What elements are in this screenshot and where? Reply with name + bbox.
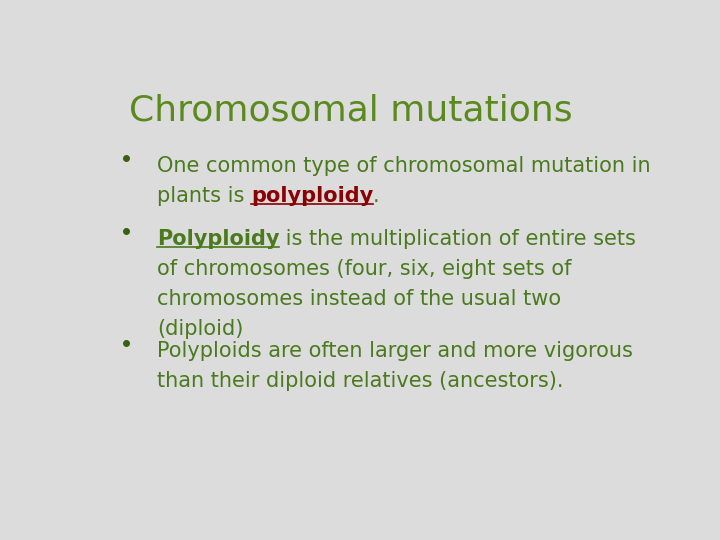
Text: One common type of chromosomal mutation in: One common type of chromosomal mutation …	[157, 156, 651, 176]
Text: plants is: plants is	[157, 186, 251, 206]
Text: than their diploid relatives (ancestors).: than their diploid relatives (ancestors)…	[157, 371, 564, 392]
Text: polyploidy: polyploidy	[251, 186, 373, 206]
Text: .: .	[373, 186, 380, 206]
Text: of chromosomes (four, six, eight sets of: of chromosomes (four, six, eight sets of	[157, 259, 572, 279]
Text: (diploid): (diploid)	[157, 319, 243, 339]
Text: is the multiplication of entire sets: is the multiplication of entire sets	[279, 229, 636, 249]
Text: Chromosomal mutations: Chromosomal mutations	[129, 94, 572, 128]
Text: chromosomes instead of the usual two: chromosomes instead of the usual two	[157, 289, 561, 309]
Text: Polyploidy: Polyploidy	[157, 229, 279, 249]
Text: Polyploids are often larger and more vigorous: Polyploids are often larger and more vig…	[157, 341, 633, 361]
